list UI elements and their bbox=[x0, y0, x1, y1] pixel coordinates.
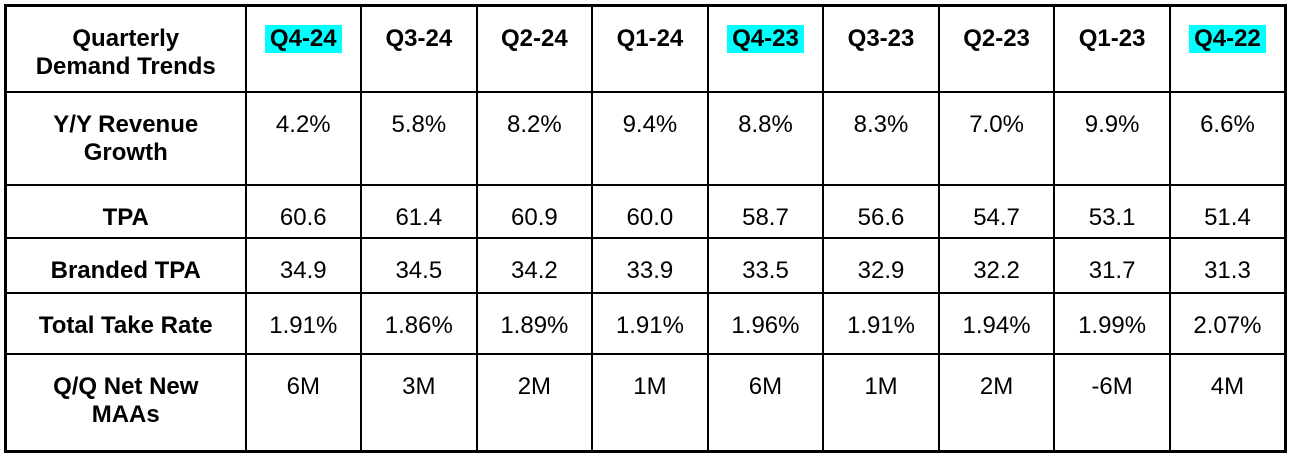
table-cell: 31.7 bbox=[1053, 236, 1171, 294]
column-header-q3-23: Q3-23 bbox=[822, 4, 940, 93]
column-header-q4-22: Q4-22 bbox=[1168, 4, 1287, 93]
header-row: Quarterly Demand Trends Q4-24 Q3-24 Q2-2… bbox=[4, 4, 1287, 93]
quarter-label-highlighted: Q4-23 bbox=[727, 25, 804, 53]
column-header-q1-23: Q1-23 bbox=[1053, 4, 1171, 93]
table-cell: 34.5 bbox=[360, 236, 478, 294]
table-cell: 4.2% bbox=[244, 90, 363, 186]
table-cell: 34.9 bbox=[244, 236, 363, 294]
quarter-label: Q2-23 bbox=[963, 25, 1030, 52]
table-cell: 9.9% bbox=[1053, 90, 1171, 186]
table-cell: 60.9 bbox=[475, 183, 594, 239]
row-label: Y/Y Revenue Growth bbox=[4, 90, 247, 186]
table-cell: 1.91% bbox=[591, 291, 709, 355]
quarter-label-highlighted: Q4-24 bbox=[264, 25, 342, 53]
table-title-cell: Quarterly Demand Trends bbox=[4, 4, 247, 93]
column-header-q4-24: Q4-24 bbox=[244, 4, 363, 93]
table-cell: 54.7 bbox=[937, 183, 1056, 239]
table-cell: 9.4% bbox=[591, 90, 709, 186]
table-cell: 2M bbox=[937, 352, 1056, 453]
table-cell: 6M bbox=[706, 352, 825, 453]
quarter-label: Q2-24 bbox=[501, 25, 568, 52]
table-cell: 1.99% bbox=[1053, 291, 1171, 355]
table-cell: 1.91% bbox=[244, 291, 363, 355]
column-header-q2-23: Q2-23 bbox=[937, 4, 1056, 93]
table-cell: 8.3% bbox=[822, 90, 940, 186]
table-cell: 58.7 bbox=[706, 183, 825, 239]
table-row-qq-net-new-maas: Q/Q Net New MAAs 6M 3M 2M 1M 6M 1M 2M -6… bbox=[4, 352, 1287, 453]
table-cell: 2.07% bbox=[1168, 291, 1287, 355]
table-cell: 34.2 bbox=[475, 236, 594, 294]
quarterly-demand-trends-table: Quarterly Demand Trends Q4-24 Q3-24 Q2-2… bbox=[4, 4, 1287, 453]
column-header-q3-24: Q3-24 bbox=[360, 4, 478, 93]
table-cell: 32.2 bbox=[937, 236, 1056, 294]
table-cell: 3M bbox=[360, 352, 478, 453]
quarter-label: Q3-24 bbox=[385, 25, 453, 52]
table-cell: 1M bbox=[591, 352, 709, 453]
row-label: Q/Q Net New MAAs bbox=[4, 352, 247, 453]
table-cell: 32.9 bbox=[822, 236, 940, 294]
table-row-yy-revenue-growth: Y/Y Revenue Growth 4.2% 5.8% 8.2% 9.4% 8… bbox=[4, 90, 1287, 186]
quarter-label-highlighted: Q4-22 bbox=[1189, 25, 1266, 53]
table-cell: 1.86% bbox=[360, 291, 478, 355]
table-cell: 60.0 bbox=[591, 183, 709, 239]
table-cell: -6M bbox=[1053, 352, 1171, 453]
table-cell: 6M bbox=[244, 352, 363, 453]
column-header-q2-24: Q2-24 bbox=[475, 4, 594, 93]
table-cell: 1.91% bbox=[822, 291, 940, 355]
column-header-q4-23: Q4-23 bbox=[706, 4, 825, 93]
row-label: TPA bbox=[4, 183, 247, 239]
table-cell: 1M bbox=[822, 352, 940, 453]
table-cell: 31.3 bbox=[1168, 236, 1287, 294]
table-cell: 51.4 bbox=[1168, 183, 1287, 239]
row-label: Total Take Rate bbox=[4, 291, 247, 355]
table-cell: 1.89% bbox=[475, 291, 594, 355]
column-header-q1-24: Q1-24 bbox=[591, 4, 709, 93]
row-label: Branded TPA bbox=[4, 236, 247, 294]
table-cell: 6.6% bbox=[1168, 90, 1287, 186]
table-cell: 60.6 bbox=[244, 183, 363, 239]
table-cell: 56.6 bbox=[822, 183, 940, 239]
table-row-tpa: TPA 60.6 61.4 60.9 60.0 58.7 56.6 54.7 5… bbox=[4, 183, 1287, 239]
table-cell: 53.1 bbox=[1053, 183, 1171, 239]
table-cell: 33.9 bbox=[591, 236, 709, 294]
quarter-label: Q1-23 bbox=[1078, 25, 1146, 52]
table-cell: 2M bbox=[475, 352, 594, 453]
table-cell: 33.5 bbox=[706, 236, 825, 294]
quarter-label: Q1-24 bbox=[616, 25, 684, 52]
table-cell: 5.8% bbox=[360, 90, 478, 186]
table-cell: 1.96% bbox=[706, 291, 825, 355]
table-title: Quarterly Demand Trends bbox=[35, 25, 216, 80]
table-cell: 8.8% bbox=[706, 90, 825, 186]
table-cell: 7.0% bbox=[937, 90, 1056, 186]
table-row-branded-tpa: Branded TPA 34.9 34.5 34.2 33.9 33.5 32.… bbox=[4, 236, 1287, 294]
table-row-total-take-rate: Total Take Rate 1.91% 1.86% 1.89% 1.91% … bbox=[4, 291, 1287, 355]
table-cell: 61.4 bbox=[360, 183, 478, 239]
table-cell: 8.2% bbox=[475, 90, 594, 186]
table-cell: 1.94% bbox=[937, 291, 1056, 355]
quarter-label: Q3-23 bbox=[847, 25, 915, 52]
table-cell: 4M bbox=[1168, 352, 1287, 453]
